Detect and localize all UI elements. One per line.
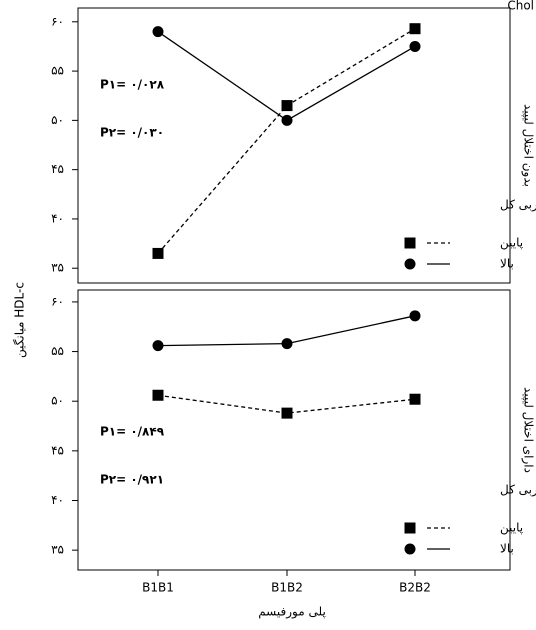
side-label: بدون اختلال لیپید xyxy=(521,104,536,187)
y-tick-label: ۵۵ xyxy=(51,64,64,78)
y-tick-label: ۵۵ xyxy=(51,344,64,358)
x-tick-label: B1B1 xyxy=(142,581,174,595)
legend-title: میانه دریافت چربی کل xyxy=(500,483,536,498)
series-line xyxy=(157,394,416,414)
panel-frame xyxy=(77,7,511,284)
legend-marker xyxy=(404,237,416,249)
data-point xyxy=(281,100,293,112)
legend-marker xyxy=(404,543,416,555)
y-tick-label: ۴۵ xyxy=(51,162,64,176)
legend-label: پایین xyxy=(500,236,523,251)
data-point xyxy=(409,310,421,322)
legend-label: بالا xyxy=(500,542,514,556)
data-point xyxy=(281,407,293,419)
side-label: دارای اختلال لیپید xyxy=(521,387,536,473)
y-tick-label: ۵۰ xyxy=(51,394,64,408)
panel-frame xyxy=(77,289,511,571)
annotation: P۱= ۰/۰۲۸ xyxy=(100,78,165,92)
y-tick-label: ۴۵ xyxy=(51,443,64,457)
y-tick-label: ۵۰ xyxy=(51,113,64,127)
data-point xyxy=(409,23,421,35)
y-tick-label: ۳۵ xyxy=(51,543,64,557)
legend-marker xyxy=(404,522,416,534)
y-tick-label: ۴۰ xyxy=(51,493,64,507)
data-point xyxy=(152,389,164,401)
x-tick-label: B1B2 xyxy=(271,581,303,595)
y-tick-label: ۶۰ xyxy=(51,14,64,28)
data-point xyxy=(409,393,421,405)
data-point xyxy=(152,247,164,259)
legend-marker xyxy=(404,258,416,270)
data-point xyxy=(281,338,293,350)
data-point xyxy=(152,340,164,352)
data-point xyxy=(409,40,421,52)
legend-title: میانه دریافت چربی کل xyxy=(500,198,536,213)
legend-label: پایین xyxy=(500,521,523,536)
y-tick-label: ۶۰ xyxy=(51,294,64,308)
annotation: P۲= ۰/۰۳۰ xyxy=(100,126,164,140)
y-axis-label: میانگین HDL-c xyxy=(13,282,28,358)
data-point xyxy=(152,26,164,38)
x-tick-label: B2B2 xyxy=(399,581,431,595)
annotation: P۱= ۰/۸۴۹ xyxy=(100,425,165,439)
annotation: P۲= ۰/۹۲۱ xyxy=(100,473,164,487)
legend-label: بالا xyxy=(500,257,514,271)
x-axis-label: پلی مورفیسم xyxy=(258,605,326,620)
data-point xyxy=(281,114,293,126)
series-line xyxy=(157,28,416,254)
y-tick-label: ۳۵ xyxy=(51,261,64,275)
corner-text: Chol xyxy=(507,0,534,13)
y-tick-label: ۴۰ xyxy=(51,211,64,225)
